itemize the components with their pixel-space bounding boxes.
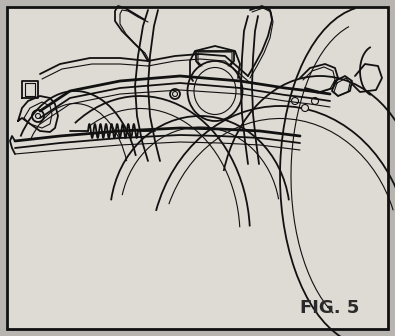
Circle shape bbox=[312, 97, 318, 104]
Text: FIG. 5: FIG. 5 bbox=[300, 299, 360, 317]
Circle shape bbox=[170, 89, 180, 99]
Circle shape bbox=[301, 104, 308, 112]
Circle shape bbox=[292, 97, 299, 104]
